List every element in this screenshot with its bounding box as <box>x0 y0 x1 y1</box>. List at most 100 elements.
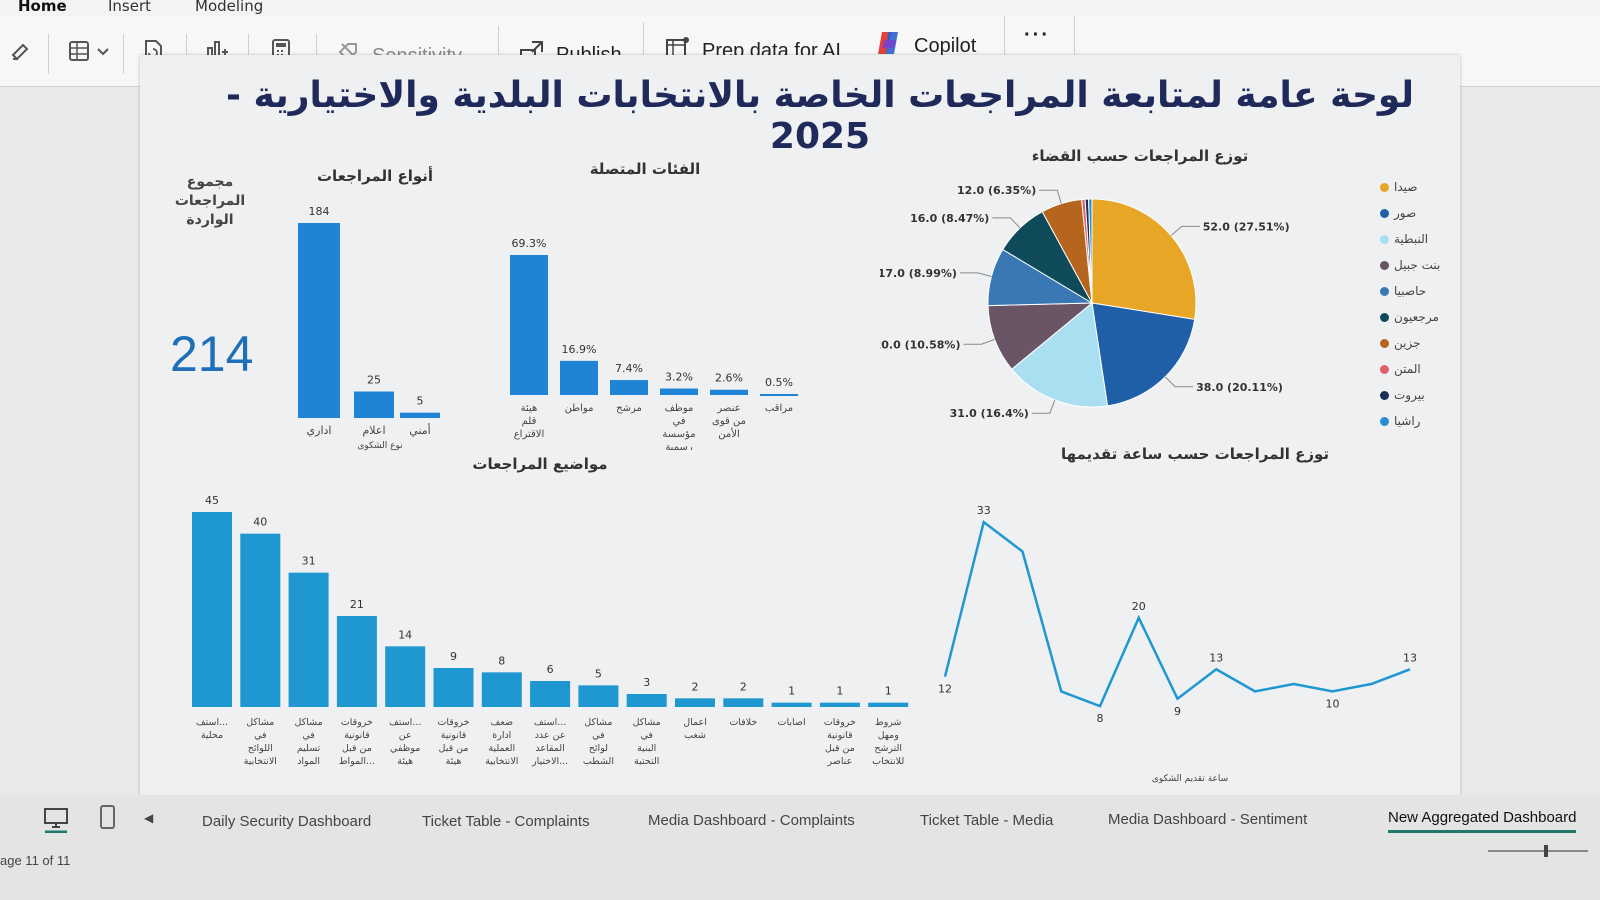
legend-item[interactable]: بنت جبيل <box>1380 258 1440 272</box>
tick-label: اصابات <box>778 717 806 728</box>
bar-mark <box>710 389 748 395</box>
tick-label: من قبل <box>825 743 855 754</box>
bar-mark <box>298 223 340 418</box>
tab-modeling[interactable]: Modeling <box>195 0 264 15</box>
data-label: 2.6% <box>715 372 743 385</box>
data-label: 12.0 (6.35%) <box>957 184 1036 197</box>
copilot-button[interactable]: Copilot <box>874 28 976 64</box>
tick-label: ومهل <box>878 730 899 741</box>
ribbon-divider <box>1074 16 1075 68</box>
data-label: 13 <box>1209 651 1223 664</box>
legend-item[interactable]: صيدا <box>1380 180 1417 194</box>
data-label: 25 <box>367 374 381 387</box>
data-label: 38.0 (20.11%) <box>1196 381 1283 394</box>
tick-label: قانونية <box>827 730 853 741</box>
mobile-view-icon[interactable] <box>98 803 118 835</box>
legend-item[interactable]: بيروت <box>1380 388 1425 402</box>
data-label: 20.0 (10.58%) <box>880 338 960 351</box>
legend-swatch <box>1380 390 1389 400</box>
scroll-left-icon[interactable]: ◀ <box>144 811 154 825</box>
data-label: 16.9% <box>562 343 597 356</box>
tick-label: مرشح <box>616 403 642 414</box>
legend-item[interactable]: راشيا <box>1380 414 1420 428</box>
format-painter-icon[interactable] <box>4 34 38 68</box>
bar-mark <box>868 702 909 707</box>
categories-bar-chart[interactable]: 69.3% هيئة قلم الاقتراع 16.9% مواطن 7.4% مرشح 3.… <box>495 185 815 450</box>
topics-bar-chart[interactable]: 45 استف... محلية 40 مشاكل في اللوائح الانتخابية… <box>180 480 940 790</box>
data-label: 8 <box>498 654 505 667</box>
tick-label: التحتية <box>634 756 659 767</box>
legend-item[interactable]: المتن <box>1380 362 1421 376</box>
page-tab-media-sentiment[interactable]: Media Dashboard - Sentiment <box>1108 811 1308 828</box>
ribbon-divider <box>186 34 187 74</box>
tick-label: ضعف <box>491 717 513 728</box>
legend-label: بيروت <box>1394 388 1425 402</box>
tick-label: اعلام <box>363 424 386 437</box>
bar-mark <box>288 572 329 707</box>
legend-label: المتن <box>1394 362 1421 376</box>
data-label: 45 <box>205 494 219 507</box>
bar-mark <box>771 702 812 707</box>
bar-mark <box>385 646 426 707</box>
page-title: لوحة عامة لمتابعة المراجعات الخاصة بالان… <box>225 75 1415 157</box>
bar-mark <box>819 702 860 707</box>
tick-label: ادارة <box>492 730 511 741</box>
copilot-label: Copilot <box>914 34 977 57</box>
legend-label: صيدا <box>1394 180 1418 194</box>
page-tab-media-complaints[interactable]: Media Dashboard - Complaints <box>648 812 855 829</box>
legend-swatch <box>1380 208 1389 218</box>
tick-label: خروقات <box>341 717 373 728</box>
hour-line-chart[interactable]: 123382091310131015ساعة تقديم الشكوى <box>930 475 1450 785</box>
ribbon-divider <box>123 34 124 74</box>
desktop-view-icon[interactable] <box>42 805 70 837</box>
legend-item[interactable]: صور <box>1380 206 1416 220</box>
legend-item[interactable]: حاصبيا <box>1380 284 1426 298</box>
more-options-button[interactable]: ··· <box>1024 24 1050 46</box>
bar-mark <box>530 681 571 707</box>
data-label: 12 <box>938 683 952 696</box>
leader-line <box>1164 376 1194 388</box>
series-line <box>943 519 1411 708</box>
legend-label: مرجعيون <box>1394 310 1439 324</box>
page-tab-ticket-media[interactable]: Ticket Table - Media <box>920 812 1054 829</box>
data-label: 16.0 (8.47%) <box>910 212 989 225</box>
data-label: 5 <box>595 667 602 680</box>
leader-line <box>1170 225 1200 236</box>
data-label: 40 <box>253 516 267 529</box>
legend-label: بنت جبيل <box>1394 258 1441 272</box>
tick-label: موظفي <box>390 743 420 754</box>
page-tab-new-aggregated[interactable]: New Aggregated Dashboard <box>1388 809 1577 833</box>
data-source-dropdown-icon[interactable] <box>64 34 114 68</box>
data-label: 52.0 (27.51%) <box>1203 220 1290 233</box>
tick-label: المقاعد <box>535 743 564 754</box>
bar-mark <box>336 616 377 707</box>
zoom-slider-thumb[interactable] <box>1544 845 1548 857</box>
data-label: 9 <box>450 650 457 663</box>
district-pie-chart[interactable]: 52.0 (27.51%) 38.0 (20.11%) 31.0 (16.4%) 20… <box>880 175 1320 445</box>
data-label: 13 <box>1403 651 1417 664</box>
page-tab-daily-security[interactable]: Daily Security Dashboard <box>202 813 372 830</box>
tick-label: من قبل <box>439 743 469 754</box>
legend-label: صور <box>1394 206 1417 220</box>
legend-item[interactable]: جزين <box>1380 336 1421 350</box>
legend-swatch <box>1380 338 1389 348</box>
tick-label: مشاكل <box>633 717 661 728</box>
tick-label: قانونية <box>441 730 467 741</box>
tick-label: مواطن <box>565 403 594 414</box>
tab-insert[interactable]: Insert <box>108 0 152 15</box>
legend-item[interactable]: النبطية <box>1380 232 1428 246</box>
zoom-slider-track[interactable] <box>1488 850 1588 852</box>
data-label: 20 <box>1132 600 1146 613</box>
types-bar-chart[interactable]: 184 اداري 25 اعلام 5 أمني نوع الشكوى <box>280 190 480 455</box>
bar-mark <box>675 698 715 707</box>
leader-line <box>992 217 1021 229</box>
tick-label: موظف <box>665 403 694 414</box>
tick-label: مشاكل <box>295 717 323 728</box>
total-complaints-label: مجموع المراجعات الواردة <box>174 174 246 228</box>
data-label: 31 <box>302 555 316 568</box>
bar-mark <box>723 698 764 707</box>
page-tab-ticket-complaints[interactable]: Ticket Table - Complaints <box>422 813 590 830</box>
tick-label: الشطب <box>583 756 614 767</box>
legend-item[interactable]: مرجعيون <box>1380 310 1439 324</box>
tick-label: لوائح <box>589 743 608 754</box>
